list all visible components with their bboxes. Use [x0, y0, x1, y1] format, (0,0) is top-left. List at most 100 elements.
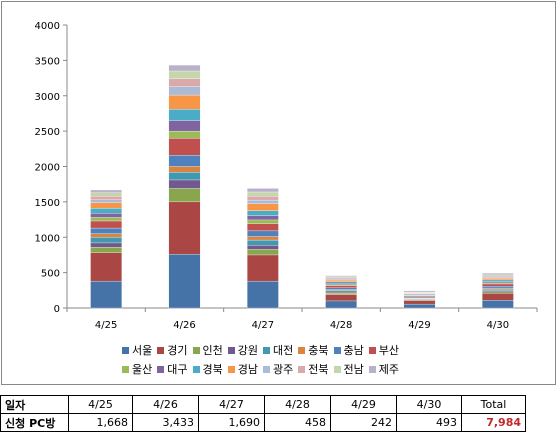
bar-segment	[325, 290, 357, 293]
legend-item: 충북	[298, 341, 329, 360]
legend-item: 충남	[333, 341, 364, 360]
legend-swatch	[122, 347, 129, 354]
x-tick-label: 4/25	[95, 320, 117, 331]
count-cell: 1,668	[68, 413, 133, 432]
bar-segment	[403, 300, 436, 305]
legend-swatch	[368, 347, 376, 354]
legend-item: 경남	[227, 360, 258, 379]
bar-segment	[90, 233, 122, 238]
legend-item: 인천	[192, 341, 223, 360]
bar-segment	[325, 275, 357, 277]
y-tick-label: 3500	[35, 56, 60, 67]
count-cell: 3,433	[132, 413, 199, 432]
y-tick-label: 1500	[35, 198, 60, 209]
bar-segment	[168, 64, 201, 72]
bar-segment	[325, 294, 357, 302]
bar-segment	[325, 277, 357, 280]
summary-table: 일자 4/25 4/26 4/27 4/28 4/29 4/30 Total 신…	[0, 395, 526, 432]
legend-row: 울산 대구 경북 경남 광주 전북 전남 제주	[122, 360, 452, 379]
date-cell: 4/28	[264, 395, 331, 414]
bar-segment	[247, 219, 279, 224]
x-tick-label: 4/29	[408, 320, 430, 331]
legend-item: 전남	[333, 360, 364, 379]
date-cell: 4/26	[132, 395, 199, 414]
bar-segment	[168, 138, 201, 156]
legend-label: 경기	[167, 344, 188, 357]
bar-segment	[325, 284, 357, 286]
bar-segment	[482, 300, 514, 309]
date-cell: 4/25	[68, 395, 133, 414]
row-label-pc-bang: 신청 PC방	[0, 413, 69, 432]
legend-swatch	[192, 366, 200, 373]
legend-swatch	[368, 366, 376, 373]
total-header: Total	[461, 395, 526, 414]
bar-segment	[168, 166, 201, 173]
total-value: 7,984	[461, 413, 526, 432]
legend-label: 제주	[378, 363, 399, 376]
count-cell: 458	[264, 413, 331, 432]
legend-label: 경남	[237, 363, 258, 376]
legend-swatch	[157, 347, 165, 354]
bar-segment	[168, 188, 201, 203]
bar-segment	[247, 199, 279, 204]
y-tick-label: 500	[41, 269, 60, 280]
bar-segment	[482, 291, 514, 294]
bar-segment	[247, 210, 279, 216]
bar-segment	[247, 245, 279, 250]
legend-label: 강원	[237, 344, 258, 357]
x-tick-label: 4/26	[173, 320, 195, 331]
bar-segment	[168, 254, 201, 309]
count-cell: 242	[330, 413, 397, 432]
legend-label: 광주	[273, 363, 294, 376]
bar-segment	[482, 282, 514, 285]
bar-segment	[247, 239, 279, 246]
bar-segment	[90, 199, 122, 203]
bar-segment	[168, 120, 201, 132]
bar-segment	[168, 155, 201, 167]
y-tick-label: 2500	[35, 127, 60, 138]
legend-item: 제주	[368, 360, 399, 379]
table-row-counts: 신청 PC방 1,668 3,433 1,690 458 242 493 7,9…	[0, 413, 526, 432]
legend-item: 광주	[263, 360, 293, 379]
y-tick-label: 3000	[35, 92, 60, 103]
bar-segment	[325, 292, 357, 295]
date-cell: 4/29	[330, 395, 397, 414]
legend-label: 대구	[167, 363, 188, 376]
legend-swatch	[263, 366, 270, 373]
bar-segment	[403, 296, 436, 298]
legend-item: 전북	[298, 360, 329, 379]
legend-item: 경북	[192, 360, 223, 379]
legend-row: 서울 경기 인천 강원 대전 충북 충남 부산	[122, 341, 452, 360]
bar-segment	[168, 78, 201, 87]
bar-segment	[482, 275, 514, 278]
bar-segment	[325, 289, 357, 291]
bar-segment	[247, 188, 279, 193]
bar-segment	[482, 277, 514, 281]
bar-segment	[247, 215, 279, 221]
bar-segment	[168, 70, 201, 79]
legend-label: 대전	[273, 344, 294, 357]
legend-swatch	[333, 347, 341, 354]
x-tick-label: 4/28	[330, 320, 352, 331]
bar-segment	[90, 280, 122, 309]
bar-segment	[482, 279, 514, 282]
legend-item: 울산	[122, 360, 152, 379]
bar-segment	[90, 252, 122, 282]
legend-label: 인천	[202, 344, 223, 357]
bar-segment	[90, 242, 122, 248]
legend-item: 경기	[157, 341, 188, 360]
count-cell: 1,690	[198, 413, 265, 432]
y-tick-label: 2000	[35, 163, 60, 174]
bar-segment	[168, 172, 201, 181]
legend-swatch	[227, 366, 235, 373]
bar-segment	[247, 236, 279, 241]
bar-segment	[325, 283, 357, 285]
bar-segment	[168, 201, 201, 255]
bar-segment	[325, 278, 357, 281]
bar-segment	[325, 276, 357, 279]
bar-segment	[247, 203, 279, 211]
legend-swatch	[157, 366, 165, 373]
legend-label: 충남	[343, 344, 364, 357]
row-label-date: 일자	[0, 395, 69, 414]
legend-label: 경북	[202, 363, 223, 376]
